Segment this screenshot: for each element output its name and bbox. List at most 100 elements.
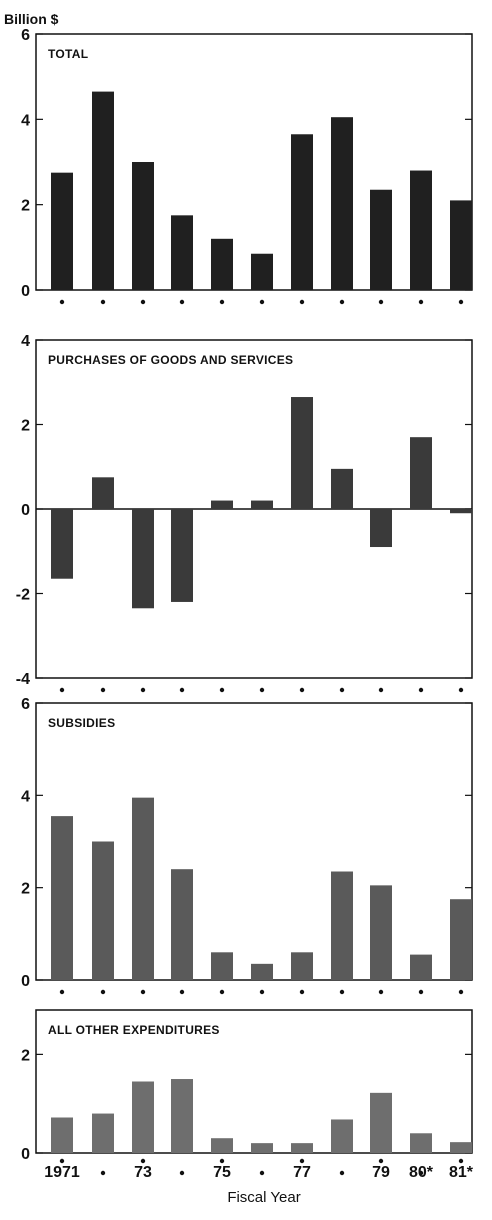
- bar: [211, 952, 233, 980]
- y-unit-label: Billion $: [4, 11, 59, 27]
- bar: [211, 238, 233, 290]
- bar: [171, 509, 193, 602]
- bar: [410, 1133, 432, 1153]
- bar: [251, 253, 273, 290]
- x-position-dot: [259, 687, 265, 693]
- x-position-dot: [378, 687, 384, 693]
- x-position-dot: [179, 989, 185, 995]
- x-position-dot: [418, 989, 424, 995]
- bar: [450, 509, 472, 514]
- bar: [331, 468, 353, 509]
- bar: [51, 509, 73, 579]
- bar: [132, 509, 154, 609]
- x-position-dot: [418, 687, 424, 693]
- bar: [92, 477, 114, 509]
- bar: [171, 869, 193, 980]
- x-position-dot: [378, 989, 384, 995]
- x-position-dot: [179, 687, 185, 693]
- y-tick-label: 2: [21, 418, 30, 435]
- bar: [51, 1117, 73, 1153]
- x-tick-label: 1971: [44, 1164, 80, 1181]
- y-tick-label: 4: [21, 788, 30, 805]
- bar: [450, 899, 472, 980]
- bar: [211, 500, 233, 509]
- x-position-dot: [458, 1158, 464, 1164]
- bar: [410, 954, 432, 980]
- bar: [291, 397, 313, 509]
- x-position-dot: [140, 989, 146, 995]
- x-position-dot: [418, 1170, 424, 1176]
- bar: [291, 134, 313, 290]
- x-position-dot: [458, 687, 464, 693]
- bar: [92, 91, 114, 290]
- x-position-dot: [100, 299, 106, 305]
- x-position-dot: [140, 299, 146, 305]
- y-tick-label: 6: [21, 696, 30, 713]
- bar: [291, 952, 313, 980]
- y-tick-label: 0: [21, 502, 30, 519]
- x-position-dot: [219, 1158, 225, 1164]
- bar: [370, 1092, 392, 1153]
- y-tick-label: 6: [21, 27, 30, 44]
- bar: [370, 509, 392, 548]
- y-tick-label: 2: [21, 198, 30, 215]
- x-position-dot: [100, 687, 106, 693]
- x-position-dot: [339, 1170, 345, 1176]
- x-position-dot: [179, 299, 185, 305]
- y-tick-label: 0: [21, 973, 30, 990]
- x-position-dot: [299, 1158, 305, 1164]
- x-position-dot: [299, 687, 305, 693]
- x-position-dot: [219, 989, 225, 995]
- x-tick-label: 77: [293, 1164, 311, 1181]
- bar: [51, 816, 73, 980]
- bar: [410, 170, 432, 290]
- x-position-dot: [378, 1158, 384, 1164]
- x-position-dot: [458, 299, 464, 305]
- x-position-dot: [219, 687, 225, 693]
- x-position-dot: [100, 1170, 106, 1176]
- y-tick-label: 2: [21, 881, 30, 898]
- x-tick-label: 79: [372, 1164, 390, 1181]
- bar: [450, 200, 472, 290]
- bar: [132, 797, 154, 980]
- x-position-dot: [458, 989, 464, 995]
- bar: [291, 1143, 313, 1153]
- x-position-dot: [59, 1158, 65, 1164]
- x-position-dot: [59, 299, 65, 305]
- x-position-dot: [259, 989, 265, 995]
- x-position-dot: [339, 687, 345, 693]
- bar: [251, 1143, 273, 1153]
- y-tick-label: 4: [21, 333, 30, 350]
- x-position-dot: [299, 989, 305, 995]
- x-position-dot: [339, 989, 345, 995]
- y-tick-label: 4: [21, 112, 30, 129]
- bar: [171, 1079, 193, 1153]
- x-position-dot: [299, 299, 305, 305]
- bar: [251, 500, 273, 509]
- y-tick-label: -2: [16, 587, 30, 604]
- x-tick-label: 75: [213, 1164, 231, 1181]
- bar: [450, 1142, 472, 1153]
- x-position-dot: [418, 299, 424, 305]
- x-tick-label: 81*: [449, 1164, 474, 1181]
- panel-title-4: ALL OTHER EXPENDITURES: [48, 1023, 220, 1037]
- bar: [331, 117, 353, 290]
- x-position-dot: [100, 989, 106, 995]
- x-position-dot: [259, 299, 265, 305]
- x-position-dot: [378, 299, 384, 305]
- x-tick-label: 73: [134, 1164, 152, 1181]
- bar: [92, 841, 114, 980]
- bar: [171, 215, 193, 290]
- y-tick-label: 2: [21, 1047, 30, 1064]
- bar: [331, 871, 353, 980]
- panel-title-1: TOTAL: [48, 47, 88, 61]
- bar: [92, 1113, 114, 1153]
- x-position-dot: [59, 989, 65, 995]
- x-position-dot: [59, 687, 65, 693]
- bar: [51, 172, 73, 290]
- bar: [132, 1081, 154, 1153]
- x-position-dot: [179, 1170, 185, 1176]
- x-position-dot: [339, 299, 345, 305]
- x-position-dot: [259, 1170, 265, 1176]
